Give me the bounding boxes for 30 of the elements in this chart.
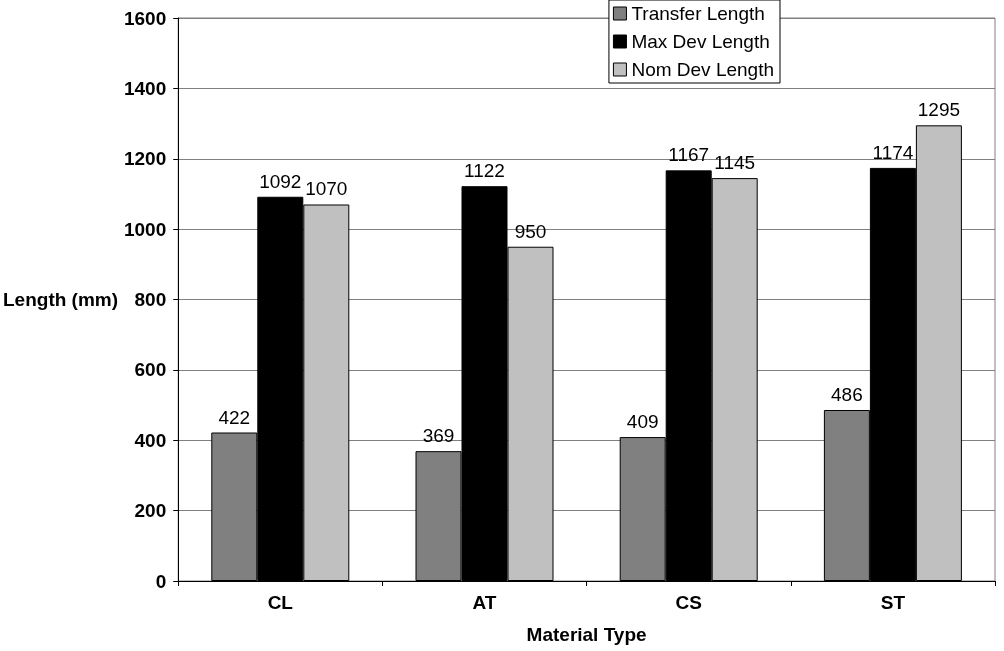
legend-label: Nom Dev Length — [631, 59, 774, 80]
data-label: 950 — [514, 220, 547, 242]
data-label: 422 — [218, 406, 251, 428]
y-tick-label: 200 — [134, 500, 167, 522]
x-tick-label: CS — [675, 592, 702, 613]
y-tick-label: 1600 — [123, 7, 167, 29]
y-tick-label: 600 — [134, 359, 167, 381]
legend-label: Transfer Length — [631, 3, 765, 24]
data-label: 486 — [831, 383, 863, 405]
y-tick-label: 1400 — [123, 77, 167, 99]
data-label: 409 — [626, 411, 659, 433]
data-label: 1070 — [305, 178, 348, 200]
x-tick-label: ST — [880, 592, 906, 613]
y-tick-label: 0 — [155, 570, 167, 592]
data-label: 1092 — [259, 170, 302, 192]
y-tick-label: 400 — [134, 429, 167, 451]
data-label: 1145 — [714, 152, 756, 174]
x-axis-title: Material Type — [526, 624, 647, 645]
y-tick-label: 1000 — [123, 218, 167, 240]
x-tick-label: CL — [267, 592, 294, 613]
data-label: 1174 — [872, 141, 914, 163]
data-label: 1167 — [668, 144, 710, 166]
y-tick-label: 1200 — [123, 148, 167, 170]
y-tick-label: 800 — [134, 289, 167, 310]
data-label: 369 — [422, 425, 455, 447]
y-axis-title: Length (mm) — [3, 289, 119, 310]
x-tick-label: AT — [472, 592, 497, 613]
legend-label: Max Dev Length — [631, 31, 770, 52]
data-label: 1295 — [917, 99, 961, 121]
data-label: 1122 — [464, 160, 505, 182]
